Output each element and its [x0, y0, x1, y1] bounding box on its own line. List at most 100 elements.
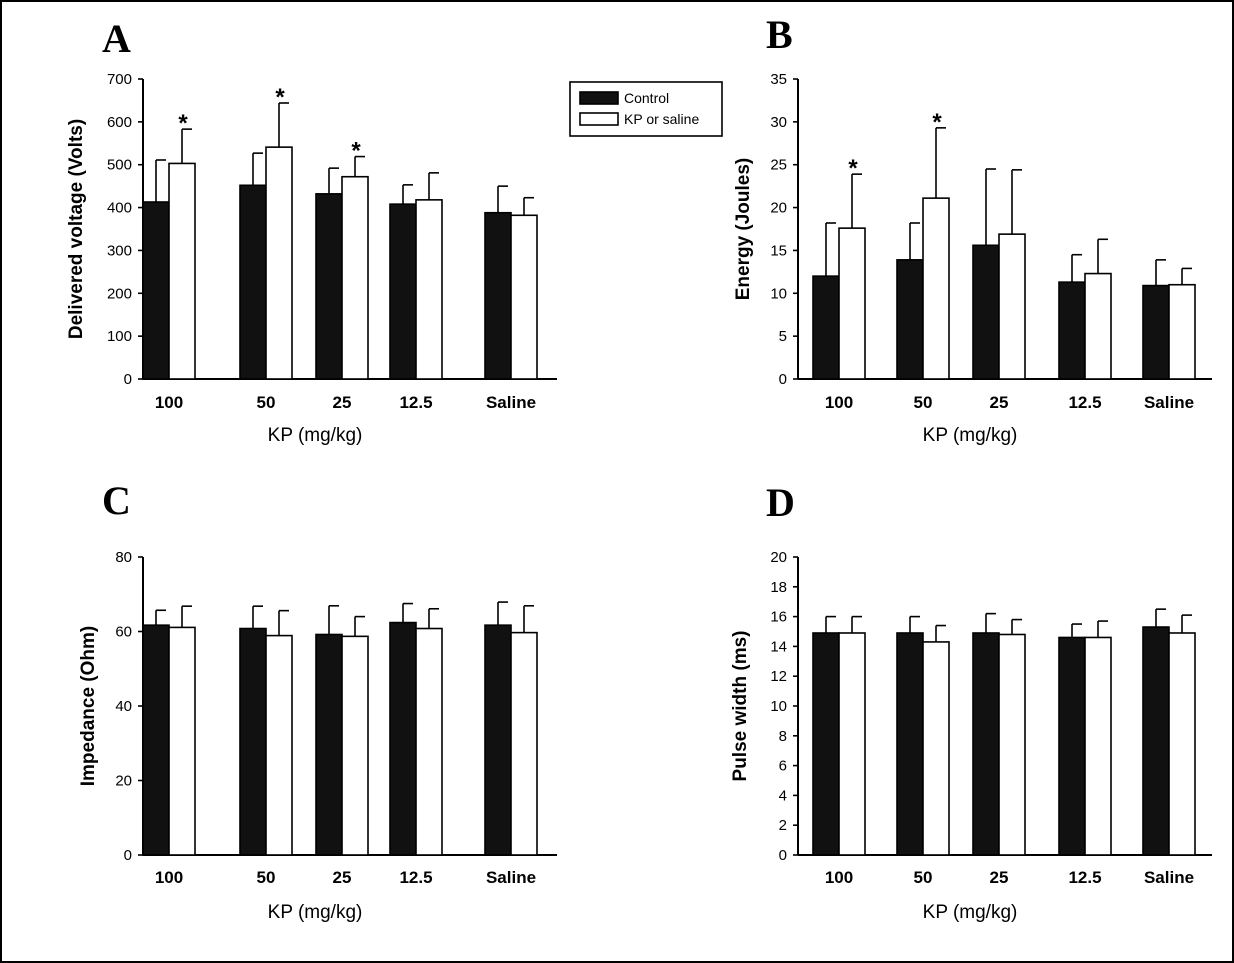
bar-kp-d: [838, 632, 866, 856]
legend-swatch-kp-or-saline: [579, 112, 619, 126]
x-tick-label-d: 100: [825, 868, 853, 887]
y-tick-label-c: 40: [115, 698, 132, 715]
y-tick-label-b: 20: [770, 200, 787, 217]
y-tick-label-a: 300: [107, 242, 132, 259]
legend-box: [569, 81, 723, 137]
bar-control-a: [484, 211, 512, 380]
legend: Control KP or saline: [569, 81, 723, 137]
bar-kp-d: [922, 641, 950, 856]
y-tick-label-a: 100: [107, 328, 132, 345]
y-tick-label-a: 400: [107, 200, 132, 217]
bar-kp-a: [341, 175, 369, 380]
y-tick-label-c: 80: [115, 549, 132, 566]
y-tick-label-d: 4: [779, 787, 787, 804]
x-axis-title-d: KP (mg/kg): [923, 902, 1018, 923]
x-tick-label-c: Saline: [486, 868, 536, 887]
bar-control-b: [972, 244, 1000, 380]
bar-control-b: [812, 275, 840, 380]
significance-star-a: *: [275, 84, 285, 111]
y-tick-label-a: 700: [107, 71, 132, 88]
x-tick-label-b: 50: [914, 393, 933, 412]
x-tick-label-c: 50: [257, 868, 276, 887]
bar-control-c: [315, 633, 343, 856]
x-tick-label-a: 25: [333, 393, 352, 412]
bar-control-c: [239, 627, 267, 856]
panel-c: C 0 20 40 60 80 Impedance (Ohm) KP (mg/kg) 100 50…: [78, 478, 557, 923]
y-tick-label-c: 20: [115, 773, 132, 790]
y-tick-label-d: 18: [770, 579, 787, 596]
y-tick-label-b: 15: [770, 242, 787, 259]
x-tick-label-d: 12.5: [1068, 868, 1101, 887]
y-tick-label-d: 10: [770, 698, 787, 715]
y-tick-label-d: 6: [779, 758, 787, 775]
bar-kp-d: [1168, 632, 1196, 856]
bar-kp-c: [168, 626, 196, 856]
x-tick-label-d: 50: [914, 868, 933, 887]
legend-label-kp-or-saline: KP or saline: [624, 111, 699, 127]
bar-kp-c: [510, 631, 538, 856]
bar-control-d: [1058, 636, 1086, 856]
x-tick-label-b: 100: [825, 393, 853, 412]
bar-control-d: [972, 632, 1000, 856]
x-tick-label-b: Saline: [1144, 393, 1194, 412]
bar-control-d: [812, 632, 840, 856]
y-tick-label-b: 30: [770, 114, 787, 131]
x-tick-label-c: 100: [155, 868, 183, 887]
x-axis-title-c: KP (mg/kg): [268, 902, 363, 923]
y-tick-label-d: 20: [770, 549, 787, 566]
y-tick-label-b: 0: [779, 371, 787, 388]
x-tick-label-d: Saline: [1144, 868, 1194, 887]
y-tick-label-d: 2: [779, 817, 787, 834]
y-tick-label-d: 14: [770, 638, 787, 655]
panel-letter-b: B: [766, 12, 793, 57]
panel-letter-d: D: [766, 480, 795, 525]
x-tick-label-d: 25: [990, 868, 1009, 887]
bar-control-c: [142, 624, 170, 856]
y-tick-label-b: 25: [770, 157, 787, 174]
x-axis-title-a: KP (mg/kg): [268, 425, 363, 446]
bar-kp-a: [265, 146, 293, 380]
bar-kp-d: [1084, 636, 1112, 856]
bar-control-c: [389, 621, 417, 856]
bar-kp-a: [168, 162, 196, 380]
bar-kp-b: [922, 197, 950, 380]
y-tick-label-d: 0: [779, 847, 787, 864]
y-axis-title-c: Impedance (Ohm): [78, 626, 99, 786]
significance-star-b: *: [932, 109, 942, 136]
bar-kp-a: [510, 214, 538, 380]
y-tick-label-c: 60: [115, 624, 132, 641]
panel-d: D 0 2 4 6 8 10 12 14 16 18 20 Pulse width (ms) KP (mg…: [730, 480, 1212, 923]
y-axis-title-d: Pulse width (ms): [730, 631, 751, 782]
bar-control-d: [1142, 626, 1170, 856]
bar-control-d: [896, 632, 924, 856]
x-tick-label-a: 12.5: [399, 393, 432, 412]
bar-kp-c: [265, 634, 293, 856]
x-tick-label-c: 25: [333, 868, 352, 887]
x-tick-label-a: 50: [257, 393, 276, 412]
bar-kp-b: [838, 227, 866, 380]
y-tick-label-a: 0: [124, 371, 132, 388]
y-tick-label-b: 35: [770, 71, 787, 88]
x-tick-label-b: 12.5: [1068, 393, 1101, 412]
bar-control-a: [239, 184, 267, 380]
y-tick-label-b: 5: [779, 328, 787, 345]
bar-kp-a: [415, 199, 443, 380]
bar-kp-c: [415, 627, 443, 856]
significance-star-a: *: [178, 110, 188, 137]
bar-control-a: [315, 193, 343, 380]
y-tick-label-a: 500: [107, 157, 132, 174]
y-tick-label-d: 8: [779, 728, 787, 745]
y-tick-label-a: 600: [107, 114, 132, 131]
y-axis-title-a: Delivered voltage (Volts): [66, 119, 87, 339]
panel-letter-a: A: [102, 16, 131, 61]
bar-kp-b: [1168, 283, 1196, 380]
y-tick-label-a: 200: [107, 285, 132, 302]
x-tick-label-a: 100: [155, 393, 183, 412]
significance-star-b: *: [848, 155, 858, 182]
legend-swatch-control: [579, 91, 619, 105]
x-tick-label-c: 12.5: [399, 868, 432, 887]
legend-label-control: Control: [624, 90, 669, 106]
y-tick-label-d: 16: [770, 609, 787, 626]
